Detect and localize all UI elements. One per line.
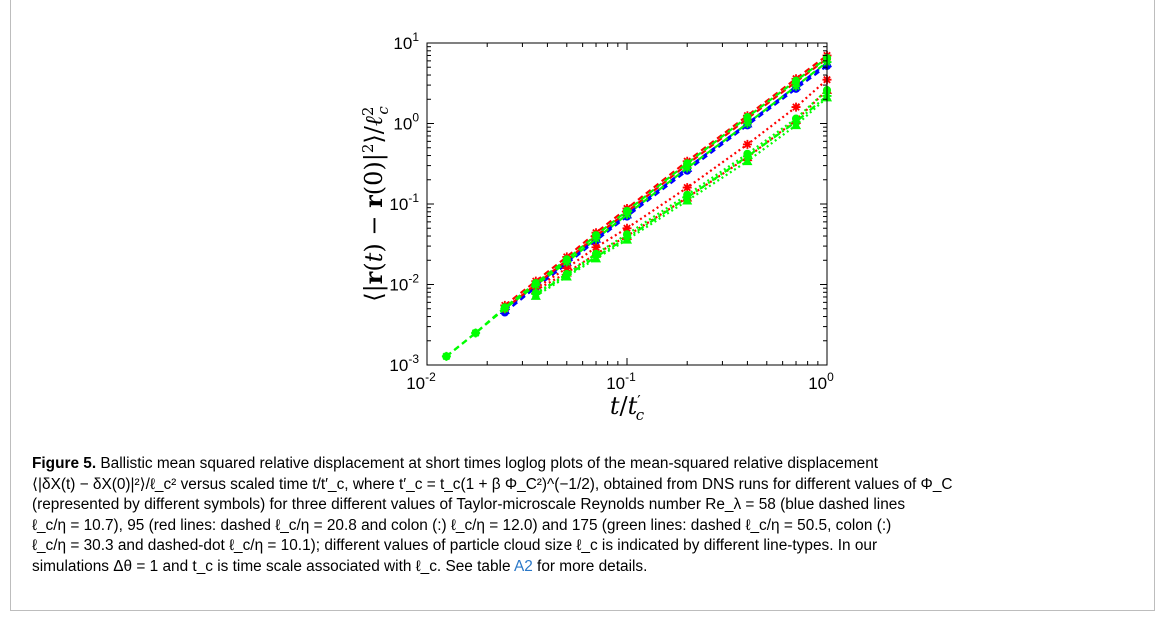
data-point-green: [682, 163, 692, 173]
y-axis-label: ⟨|r(t) − r(0)|2⟩/ℓ2c: [359, 106, 392, 302]
caption-line-4: ℓ_c/η = 10.7), 95 (red lines: dashed ℓ_c…: [32, 516, 892, 534]
data-point-green: [742, 119, 752, 128]
y-tick-label: 101: [393, 30, 419, 53]
caption-line-2: ⟨|δX(t) − δX(0)|²⟩/ℓ_c² versus scaled ti…: [32, 475, 953, 493]
data-point-red: [562, 263, 572, 273]
data-point-red: [742, 139, 752, 149]
x-tick-label: 10-1: [606, 370, 636, 393]
data-point-red: [791, 102, 801, 112]
data-point-green: [622, 233, 632, 243]
data-point-red: [591, 242, 601, 252]
y-tick-label: 10-2: [389, 272, 419, 295]
chart-marks: [441, 50, 833, 361]
caption-text-1: Ballistic mean squared relative displace…: [100, 455, 879, 472]
series-line-red-colon: [535, 78, 828, 290]
data-point-green: [591, 252, 601, 262]
series-line-blue-dashed: [504, 65, 828, 314]
series-line-green-dashdot: [535, 95, 828, 296]
caption-text-6b: for more details.: [532, 557, 648, 575]
y-tick-label: 10-3: [389, 352, 419, 375]
data-point-green: [682, 193, 692, 203]
y-tick-label: 100: [393, 111, 419, 134]
caption-line-5: ℓ_c/η = 30.3 and dashed-dot ℓ_c/η = 10.1…: [32, 537, 878, 554]
data-point-green: [791, 117, 801, 127]
series-line-green-colon: [535, 96, 828, 297]
x-tick-label: 10-2: [406, 370, 436, 393]
table-link[interactable]: A2: [513, 557, 533, 575]
data-point-green: [791, 81, 801, 91]
x-axis-label: t/t′ c: [610, 392, 645, 424]
data-point-green: [742, 151, 752, 161]
caption-line-3: (represented by different symbols) for t…: [32, 496, 906, 513]
figure-frame: [10, 0, 1155, 611]
caption-label: Figure 5.: [32, 455, 97, 472]
data-point-green: [562, 257, 572, 267]
data-point-green: [591, 234, 601, 244]
data-point-red: [622, 223, 632, 233]
data-point-green: [531, 289, 541, 299]
data-point-green: [531, 280, 541, 290]
caption-line-6: simulations Δθ = 1 and t_c is time scale…: [32, 557, 1142, 578]
data-point-green: [562, 270, 572, 280]
series-line-green-colon: [535, 89, 828, 295]
caption-line-1: Figure 5. Ballistic mean squared relativ…: [32, 454, 1142, 475]
caption-text-6a: simulations Δθ = 1 and t_c is time scale…: [32, 557, 514, 575]
data-point-green: [500, 304, 510, 314]
y-tick-label: 10-1: [389, 191, 419, 214]
figure-caption: Figure 5. Ballistic mean squared relativ…: [32, 454, 1142, 577]
data-point-green: [622, 210, 632, 220]
x-tick-label: 100: [808, 370, 834, 393]
data-point-green: [471, 328, 481, 338]
data-point-green: [441, 351, 451, 361]
data-point-red: [682, 183, 692, 193]
